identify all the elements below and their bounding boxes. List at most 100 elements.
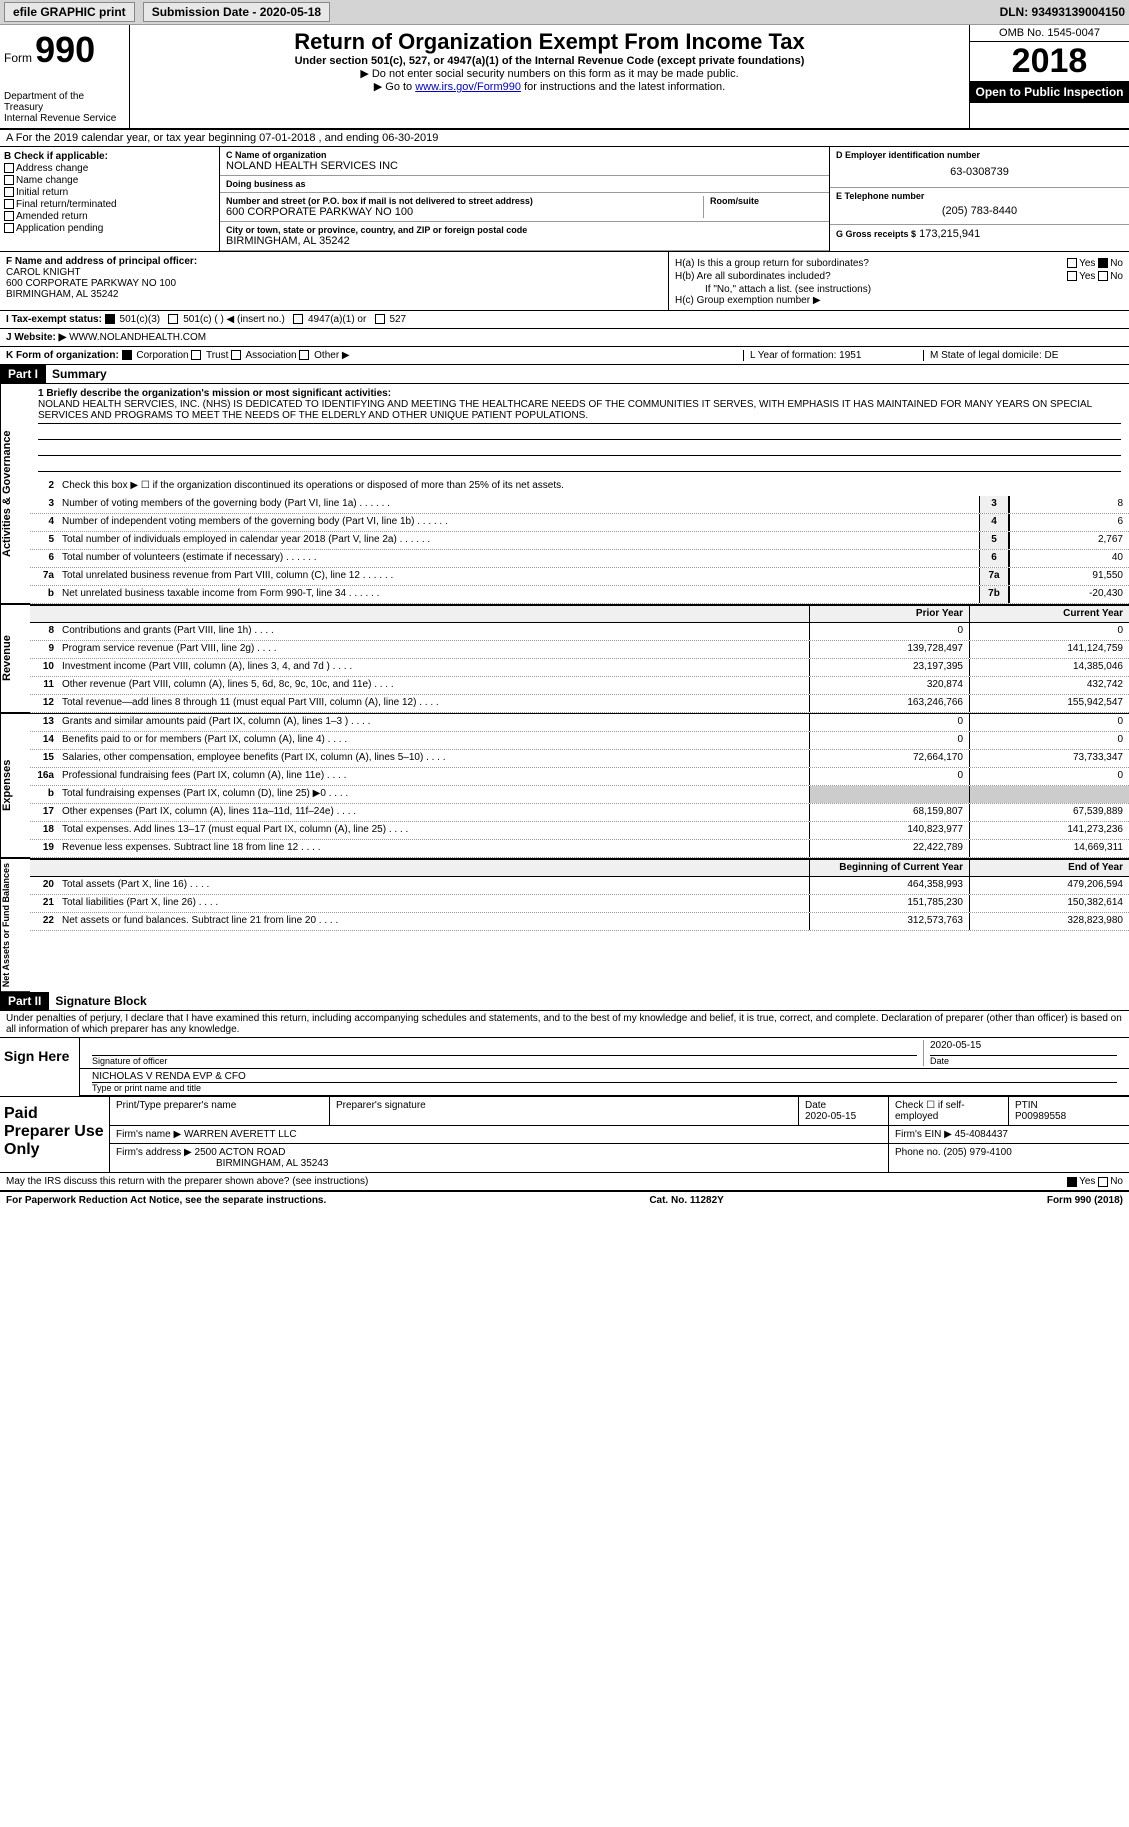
table-row: bTotal fundraising expenses (Part IX, co… [30,786,1129,804]
section-d: D Employer identification number 63-0308… [829,147,1129,251]
efile-print-button[interactable]: efile GRAPHIC print [4,2,135,22]
line-no: 19 [30,840,58,857]
line-no [30,860,58,876]
line-text: Other revenue (Part VIII, column (A), li… [58,677,809,694]
4947-checkbox[interactable] [293,314,303,324]
gross-value: 173,215,941 [919,228,980,240]
address-change-checkbox[interactable] [4,163,14,173]
prior-val: 320,874 [809,677,969,694]
discuss-no: No [1110,1176,1123,1187]
name-change-checkbox[interactable] [4,175,14,185]
501c3-checkbox[interactable] [105,314,115,324]
prior-val: 0 [809,768,969,785]
line-no: 14 [30,732,58,749]
prior-val: 22,422,789 [809,840,969,857]
period-line: A For the 2019 calendar year, or tax yea… [0,130,1129,147]
discuss-yes-checkbox[interactable] [1067,1177,1077,1187]
line-no: 12 [30,695,58,712]
501c-checkbox[interactable] [168,314,178,324]
current-val: 14,669,311 [969,840,1129,857]
website-value: WWW.NOLANDHEALTH.COM [69,332,206,343]
line-text: Total fundraising expenses (Part IX, col… [58,786,809,803]
opt-app-pending: Application pending [16,223,103,234]
prior-val: 163,246,766 [809,695,969,712]
line-key: 5 [979,532,1009,549]
form-subtitle: Under section 501(c), 527, or 4947(a)(1)… [138,55,961,67]
line-no: 8 [30,623,58,640]
mission-text: NOLAND HEALTH SERVCIES, INC. (NHS) IS DE… [38,399,1121,424]
current-val [969,786,1129,803]
other-checkbox[interactable] [299,350,309,360]
line-text: Total revenue—add lines 8 through 11 (mu… [58,695,809,712]
governance-section: Activities & Governance 1 Briefly descri… [0,384,1129,604]
sign-here-row: Sign Here Signature of officer 2020-05-1… [0,1038,1129,1096]
opt-amended-return: Amended return [16,211,88,222]
firm-ein-value: 45-4084437 [955,1129,1008,1140]
opt-name-change: Name change [16,175,78,186]
prior-val: 139,728,497 [809,641,969,658]
firm-ein-label: Firm's EIN ▶ [895,1129,952,1140]
amended-return-checkbox[interactable] [4,211,14,221]
ptin-label: PTIN [1015,1100,1038,1111]
current-val: 155,942,547 [969,695,1129,712]
paid-preparer-label: Paid Preparer Use Only [0,1097,110,1172]
mission-label: 1 Briefly describe the organization's mi… [38,388,1121,399]
section-k-lm: K Form of organization: Corporation Trus… [0,347,1129,365]
current-val: 14,385,046 [969,659,1129,676]
hb-yes-checkbox[interactable] [1067,271,1077,281]
revenue-section: Revenue Prior YearCurrent Year 8Contribu… [0,604,1129,713]
ha-label: H(a) Is this a group return for subordin… [675,258,869,269]
open-public-badge: Open to Public Inspection [970,81,1129,103]
table-row: 11Other revenue (Part VIII, column (A), … [30,677,1129,695]
line-key: 6 [979,550,1009,567]
line-val: 6 [1009,514,1129,531]
ha-no-checkbox[interactable] [1098,258,1108,268]
assoc-checkbox[interactable] [231,350,241,360]
current-val: 432,742 [969,677,1129,694]
part2-tag: Part II [0,992,49,1010]
current-val: 0 [969,714,1129,731]
sig-date-label: Date [930,1056,1117,1066]
527-checkbox[interactable] [375,314,385,324]
line-val: -20,430 [1009,586,1129,603]
officer-signature-line[interactable] [92,1040,917,1056]
line-text: Net assets or fund balances. Subtract li… [58,913,809,930]
current-val: 73,733,347 [969,750,1129,767]
current-val: 0 [969,623,1129,640]
line-text: Professional fundraising fees (Part IX, … [58,768,809,785]
current-val: 67,539,889 [969,804,1129,821]
line-no: 2 [30,478,58,496]
period-text: For the 2019 calendar year, or tax year … [16,132,439,144]
initial-return-checkbox[interactable] [4,187,14,197]
corp-checkbox[interactable] [122,350,132,360]
irs-link[interactable]: www.irs.gov/Form990 [415,81,521,93]
addr-label: Number and street (or P.O. box if mail i… [226,196,703,206]
part1-header: Part I Summary [0,365,1129,384]
final-return-checkbox[interactable] [4,199,14,209]
application-pending-checkbox[interactable] [4,223,14,233]
ha-yes-checkbox[interactable] [1067,258,1077,268]
hdr-end: End of Year [969,860,1129,876]
table-row: 3Number of voting members of the governi… [30,496,1129,514]
omb-number: OMB No. 1545-0047 [970,25,1129,42]
hb-no-checkbox[interactable] [1098,271,1108,281]
opt-assoc: Association [245,350,296,361]
side-tab-governance: Activities & Governance [0,384,30,604]
officer-addr1: 600 CORPORATE PARKWAY NO 100 [6,278,662,289]
table-row: 19Revenue less expenses. Subtract line 1… [30,840,1129,858]
goto-post: for instructions and the latest informat… [524,81,725,93]
year-formation: L Year of formation: 1951 [743,350,923,361]
table-row: 7aTotal unrelated business revenue from … [30,568,1129,586]
line-text: Total expenses. Add lines 13–17 (must eq… [58,822,809,839]
line-no: 22 [30,913,58,930]
trust-checkbox[interactable] [191,350,201,360]
line-text: Contributions and grants (Part VIII, lin… [58,623,809,640]
officer-name: CAROL KNIGHT [6,267,662,278]
part2-header: Part II Signature Block [0,992,1129,1011]
discuss-text: May the IRS discuss this return with the… [6,1176,368,1187]
section-b: B Check if applicable: Address change Na… [0,147,220,251]
discuss-no-checkbox[interactable] [1098,1177,1108,1187]
website-label: J Website: ▶ [6,332,66,343]
prep-date-hdr: Date [805,1100,826,1111]
ha-yes: Yes [1079,258,1095,269]
